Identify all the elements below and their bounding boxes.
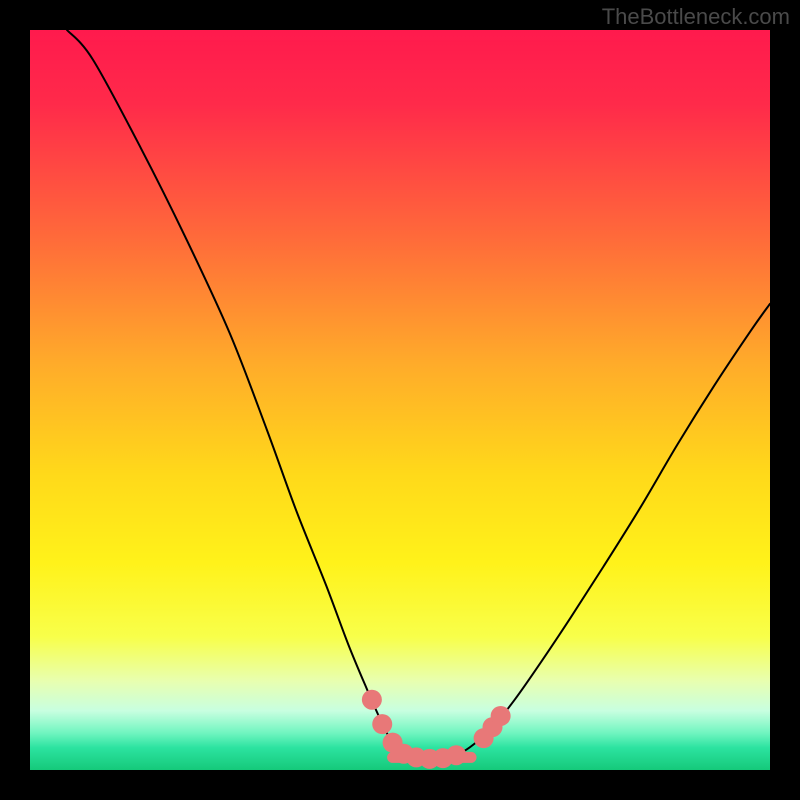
watermark-text: TheBottleneck.com [602,4,790,30]
marker-dot [491,706,511,726]
chart-container: TheBottleneck.com [0,0,800,800]
marker-dot [446,745,466,765]
plot-background [30,30,770,770]
chart-svg [0,0,800,800]
marker-dot [362,690,382,710]
marker-dot [372,714,392,734]
